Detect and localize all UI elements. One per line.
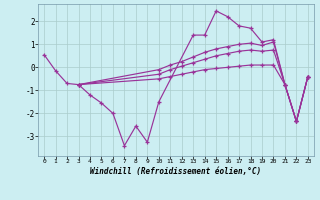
X-axis label: Windchill (Refroidissement éolien,°C): Windchill (Refroidissement éolien,°C) [91,167,261,176]
